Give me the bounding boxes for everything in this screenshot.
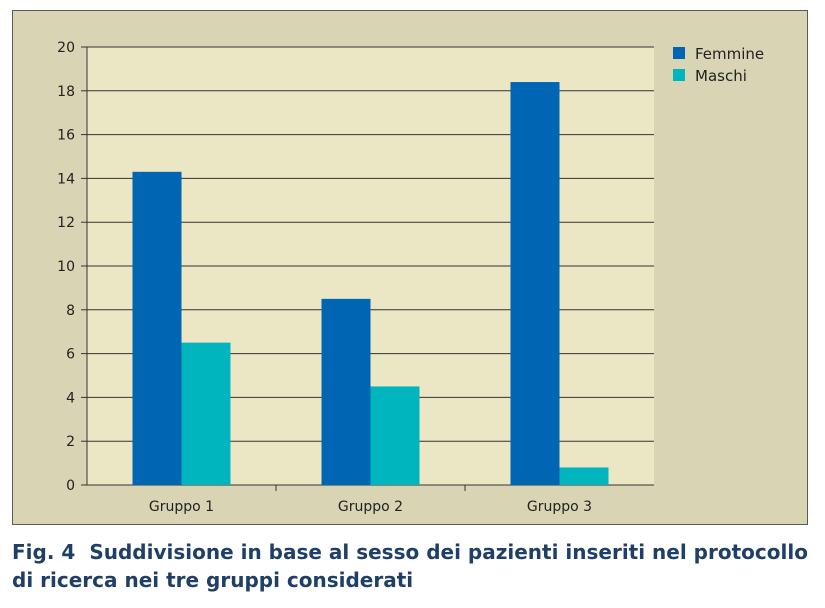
y-tick-label: 18 (57, 84, 75, 100)
caption-label: Fig. 4 (12, 540, 76, 564)
y-tick-label: 14 (57, 171, 75, 187)
figure-caption: Fig. 4 Suddivisione in base al sesso dei … (12, 538, 812, 594)
y-tick-label: 6 (66, 347, 75, 363)
y-tick-label: 4 (66, 390, 75, 406)
y-tick-label: 12 (57, 215, 75, 231)
y-tick-label: 0 (66, 478, 75, 494)
legend-label: Maschi (695, 67, 747, 85)
bar-chart: 0 2 4 6 8 10 12 14 16 18 20 Gruppo 1 Gruppo 2 Gruppo … (57, 40, 764, 515)
bar-femmine-1 (132, 171, 182, 485)
caption-text: Suddivisione in base al sesso dei pazien… (12, 540, 808, 592)
x-tick-label: Gruppo 3 (527, 499, 592, 515)
bar-maschi-1 (181, 342, 231, 485)
y-tick-label: 20 (57, 40, 75, 56)
y-tick-label: 8 (66, 303, 75, 319)
bar-maschi-2 (370, 386, 420, 485)
bar-femmine-3 (510, 82, 560, 485)
x-tick-label: Gruppo 2 (338, 499, 403, 515)
y-tick-label: 16 (57, 128, 75, 144)
legend-swatch (673, 69, 685, 81)
y-tick-label: 2 (66, 434, 75, 450)
y-tick-label: 10 (57, 259, 75, 275)
legend-swatch (673, 47, 685, 59)
bar-maschi-3 (559, 467, 609, 485)
bar-femmine-2 (321, 298, 371, 485)
legend-label: Femmine (695, 45, 764, 63)
chart-frame: 0 2 4 6 8 10 12 14 16 18 20 Gruppo 1 Gruppo 2 Gruppo … (12, 10, 808, 525)
x-tick-label: Gruppo 1 (149, 499, 214, 515)
